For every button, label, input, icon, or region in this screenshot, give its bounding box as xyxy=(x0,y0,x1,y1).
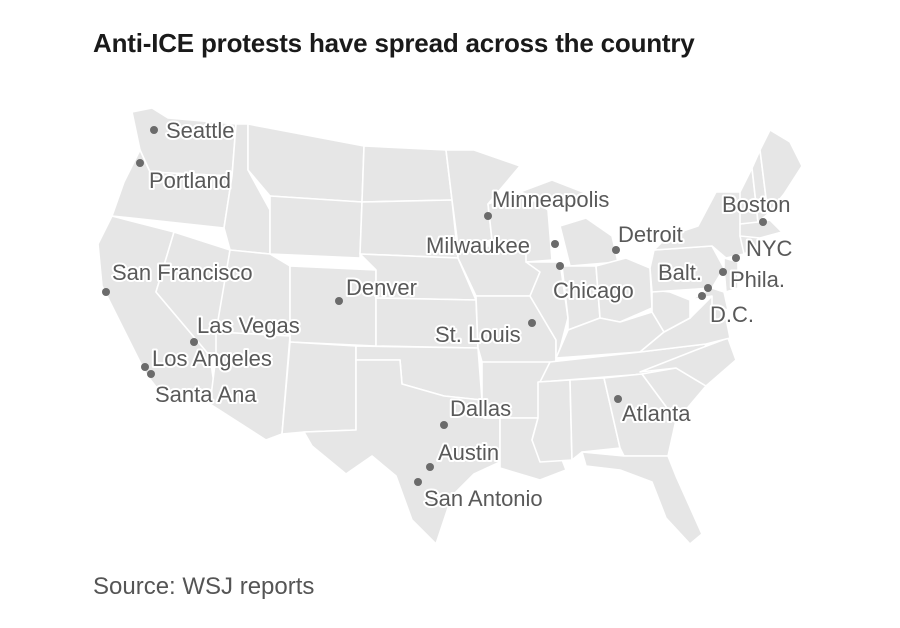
city-label-dallas: Dallas xyxy=(450,396,511,421)
city-dot-austin xyxy=(426,463,434,471)
city-label-san-antonio: San Antonio xyxy=(424,486,543,511)
city-label-detroit: Detroit xyxy=(618,222,683,247)
city-markers: Seattle Portland San Francisco Las Vegas… xyxy=(102,116,795,513)
city-dot-portland xyxy=(136,159,144,167)
city-label-dc: D.C. xyxy=(710,302,754,327)
city-dot-santa-ana xyxy=(147,370,155,378)
city-label-san-francisco: San Francisco xyxy=(112,260,253,285)
city-label-austin: Austin xyxy=(438,440,499,465)
state-north-carolina xyxy=(639,337,737,387)
city-dot-nyc xyxy=(732,254,740,262)
city-dot-dallas xyxy=(440,421,448,429)
state-new-mexico xyxy=(281,341,357,435)
city-dot-boston xyxy=(759,218,767,226)
state-north-dakota xyxy=(361,145,453,203)
state-maine xyxy=(759,129,803,215)
city-label-minneapolis: Minneapolis xyxy=(492,187,609,212)
state-wisconsin xyxy=(487,191,553,263)
city-label-los-angeles: Los Angeles xyxy=(152,346,272,371)
city-dot-chicago xyxy=(556,262,564,270)
city-label-santa-ana: Santa Ana xyxy=(155,382,257,407)
state-florida xyxy=(581,451,703,545)
state-wyoming xyxy=(269,195,363,259)
state-alabama xyxy=(569,377,621,461)
state-texas xyxy=(303,359,501,545)
city-label-st-louis: St. Louis xyxy=(435,322,521,347)
state-nevada xyxy=(155,231,231,357)
city-dot-st-louis xyxy=(528,319,536,327)
city-label-chicago: Chicago xyxy=(553,278,634,303)
city-dot-balt xyxy=(704,284,712,292)
city-dot-detroit xyxy=(612,246,620,254)
state-montana xyxy=(247,123,365,203)
city-label-boston: Boston xyxy=(722,192,791,217)
city-label-denver: Denver xyxy=(346,275,417,300)
city-dot-los-angeles xyxy=(141,363,149,371)
city-dot-las-vegas xyxy=(190,338,198,346)
city-label-phila: Phila. xyxy=(730,267,785,292)
city-label-atlanta: Atlanta xyxy=(622,401,691,426)
map-title: Anti-ICE protests have spread across the… xyxy=(93,28,695,58)
city-label-nyc: NYC xyxy=(746,236,793,261)
city-dot-minneapolis xyxy=(484,212,492,220)
city-dot-atlanta xyxy=(614,395,622,403)
city-dot-dc xyxy=(698,292,706,300)
city-label-portland: Portland xyxy=(149,168,231,193)
city-label-milwaukee: Milwaukee xyxy=(426,233,530,258)
city-label-las-vegas: Las Vegas xyxy=(197,313,300,338)
city-dot-seattle xyxy=(150,126,158,134)
state-illinois xyxy=(525,261,569,365)
city-dot-milwaukee xyxy=(551,240,559,248)
source-note: Source: WSJ reports xyxy=(93,573,315,600)
state-arizona xyxy=(209,331,291,441)
city-label-balt: Balt. xyxy=(658,260,702,285)
city-dot-denver xyxy=(335,297,343,305)
city-label-seattle: Seattle xyxy=(166,118,235,143)
city-dot-san-francisco xyxy=(102,288,110,296)
city-dot-san-antonio xyxy=(414,478,422,486)
state-mississippi xyxy=(531,379,573,463)
city-dot-phila xyxy=(719,268,727,276)
us-land xyxy=(97,107,803,545)
